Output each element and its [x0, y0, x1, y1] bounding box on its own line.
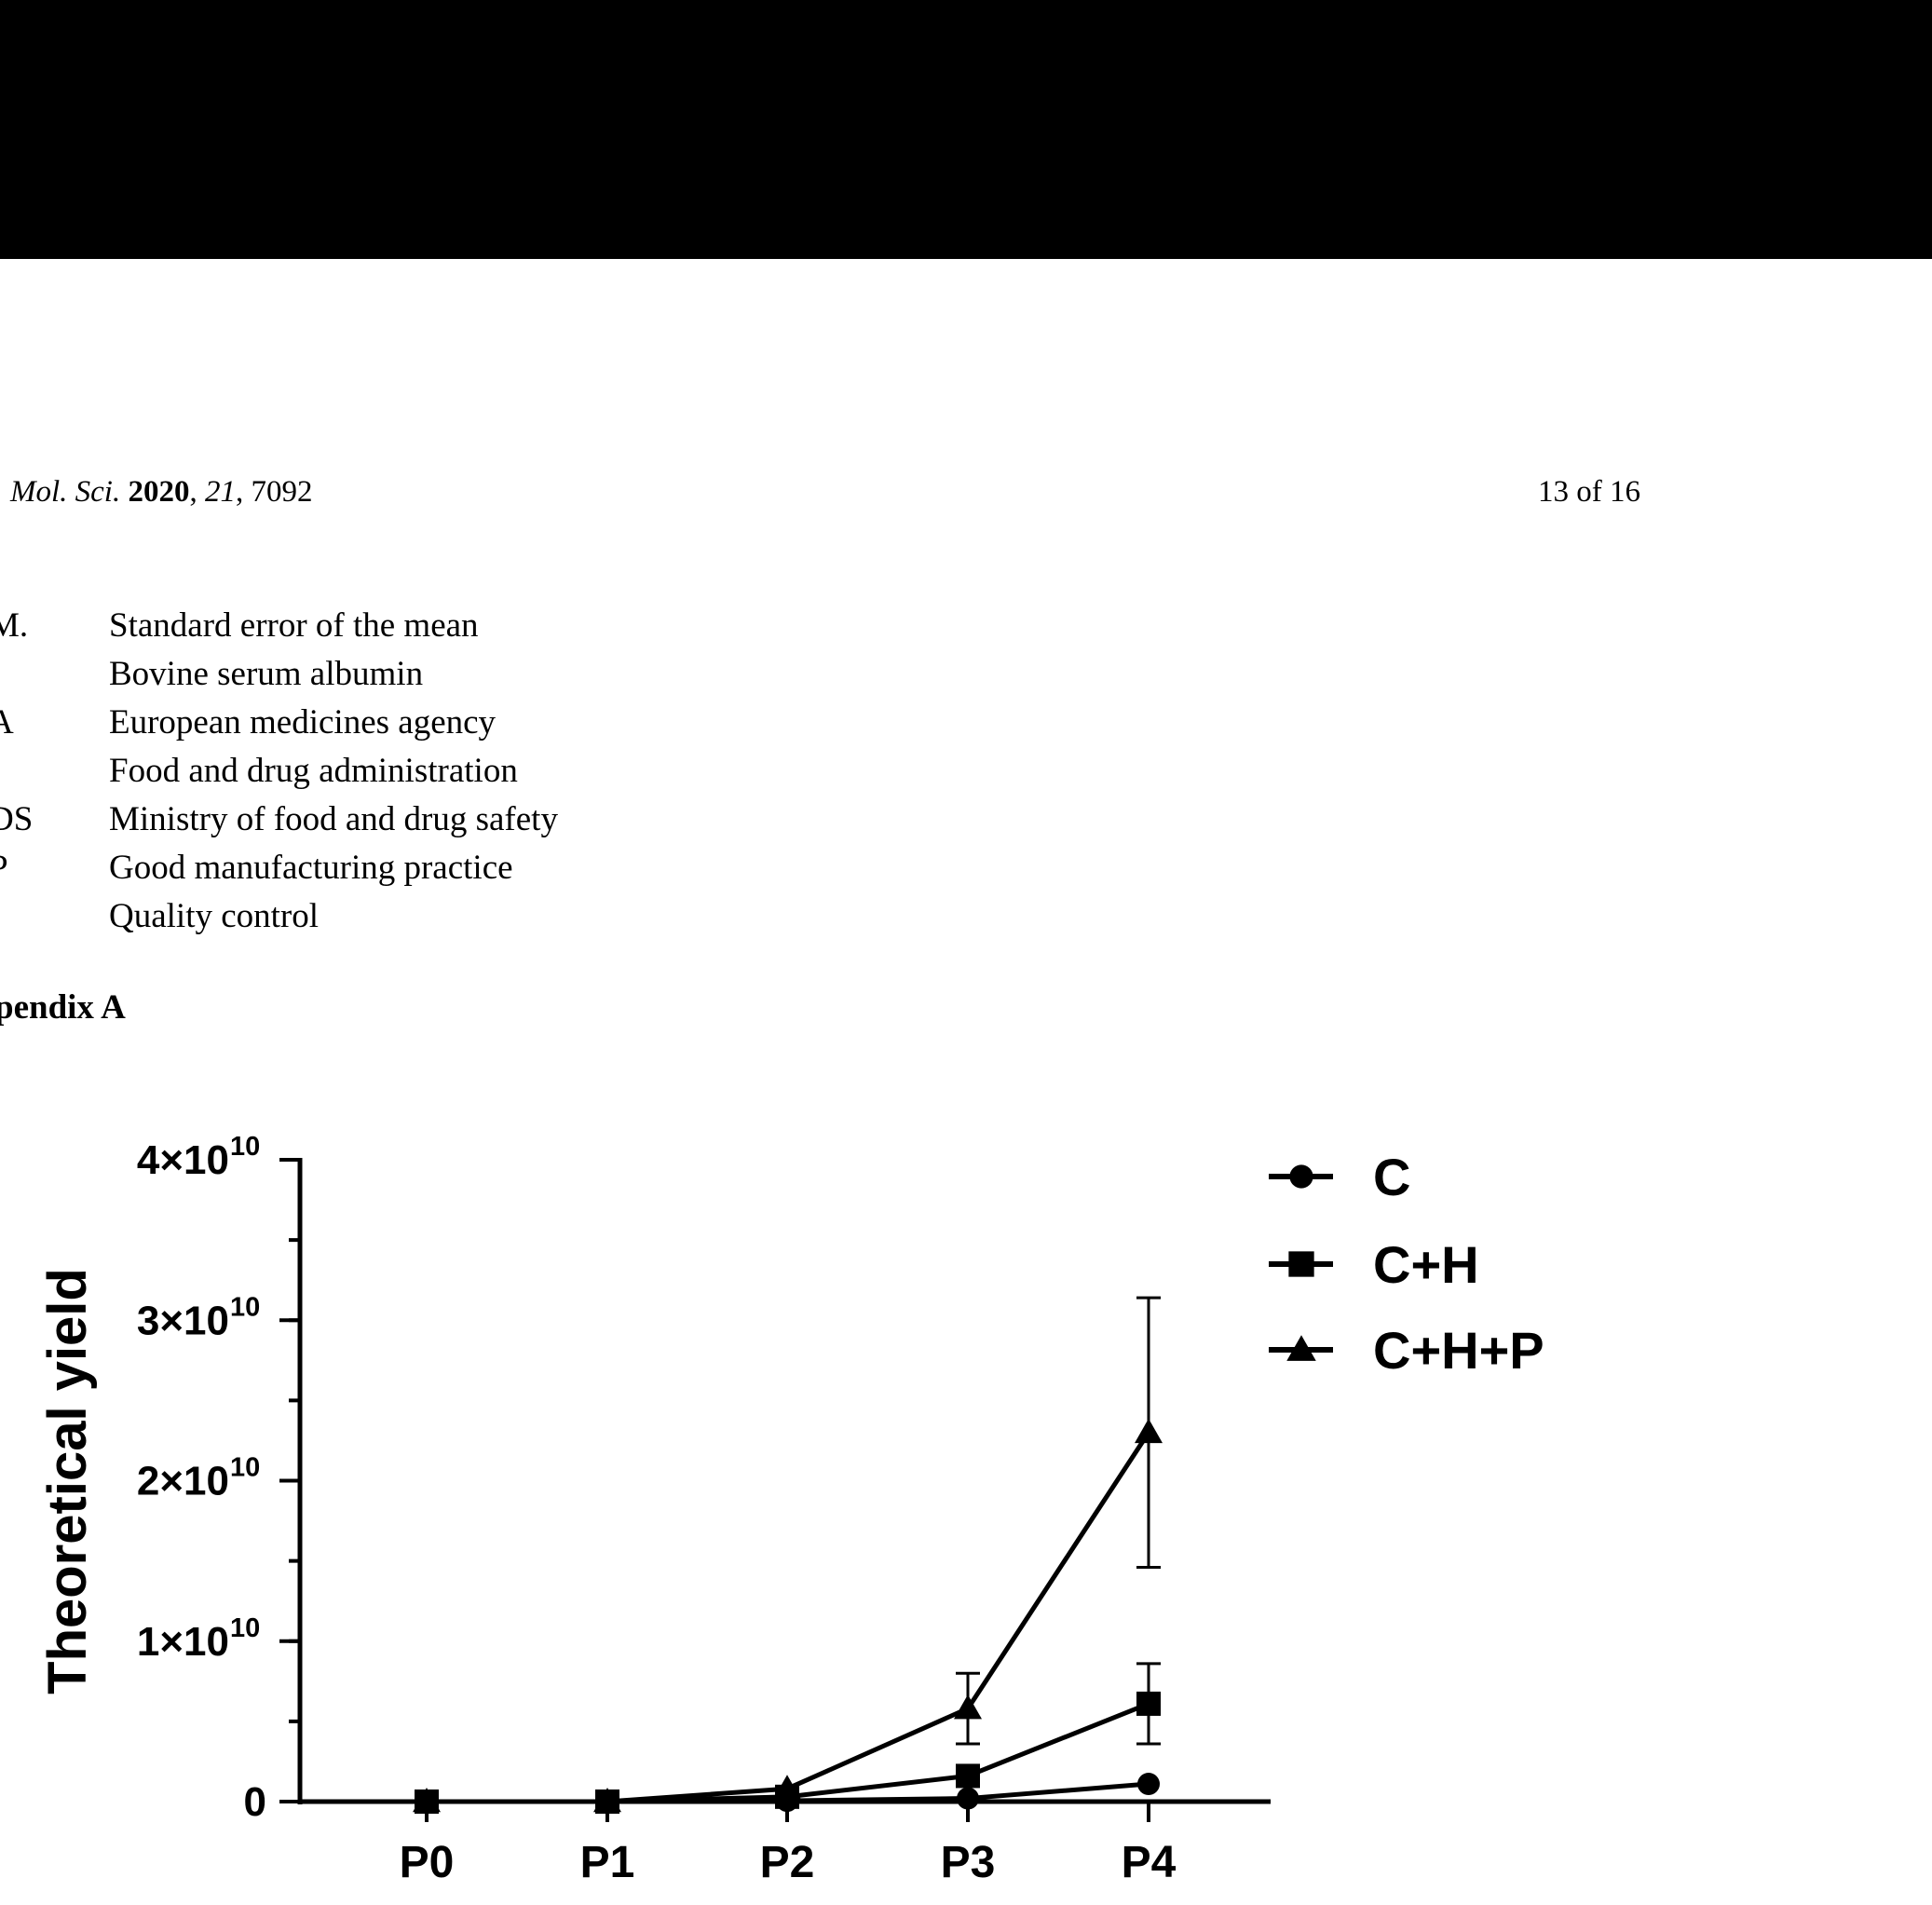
- article-number: 7092: [251, 475, 313, 509]
- series-c-h-p: [413, 1296, 1163, 1813]
- abbreviation-definition: Bovine serum albumin: [109, 655, 424, 693]
- data-point: [956, 1763, 980, 1789]
- x-tick-label: P4: [1122, 1838, 1177, 1887]
- journal-abbreviation: Mol. Sci.: [10, 475, 121, 509]
- data-point: [1136, 1691, 1161, 1716]
- abbreviation-key: P: [0, 844, 8, 892]
- abbreviation-definition: Food and drug administration: [109, 752, 518, 790]
- journal-volume: 21: [204, 475, 236, 509]
- data-point: [1135, 1418, 1163, 1444]
- abbreviation-definition: European medicines agency: [109, 703, 497, 742]
- x-tick-label: P3: [941, 1838, 996, 1887]
- y-tick-label: 1×10: [137, 1619, 229, 1665]
- data-point: [954, 1694, 982, 1720]
- legend-marker: [1289, 1164, 1313, 1189]
- y-tick-exponent: 10: [230, 1132, 260, 1162]
- abbreviation-definition: Standard error of the mean: [109, 606, 479, 645]
- section-heading: pendix A: [0, 988, 126, 1027]
- data-point: [957, 1787, 979, 1810]
- y-tick-exponent: 10: [230, 1613, 260, 1643]
- abbreviation-key: DS: [0, 800, 34, 838]
- data-point: [773, 1775, 801, 1800]
- y-axis-label: Theoretical yield: [37, 1268, 98, 1694]
- data-point: [1137, 1773, 1160, 1796]
- chart-legend: C C+H C+H+P: [1269, 1148, 1544, 1380]
- legend-marker: [1286, 1335, 1316, 1361]
- abbreviation-definition: Ministry of food and drug safety: [109, 800, 558, 838]
- y-tick-label: 2×10: [137, 1459, 229, 1504]
- top-black-band: [0, 0, 1932, 259]
- abbreviation-definition: Good manufacturing practice: [109, 849, 513, 887]
- legend-label: C: [1373, 1148, 1410, 1206]
- x-tick-label: P1: [580, 1838, 635, 1887]
- legend-marker: [1288, 1251, 1314, 1277]
- abbreviation-key: A: [0, 703, 14, 742]
- abbreviation-definition: Quality control: [109, 897, 320, 935]
- y-tick-exponent: 10: [230, 1292, 260, 1322]
- y-tick-label: 3×10: [137, 1298, 229, 1343]
- x-tick-label: P2: [760, 1838, 815, 1887]
- chart-series: [413, 1296, 1163, 1814]
- page-number: 13 of 16: [1538, 475, 1640, 509]
- legend-label: C+H+P: [1373, 1321, 1544, 1380]
- journal-citation: Mol. Sci. 2020, 21, 7092: [10, 475, 313, 509]
- journal-year: 2020: [128, 475, 190, 509]
- legend-label: C+H: [1373, 1235, 1479, 1294]
- x-tick-label: P0: [400, 1838, 455, 1887]
- data-point: [413, 1788, 441, 1813]
- data-point: [593, 1788, 621, 1813]
- y-tick-label: 0: [244, 1779, 266, 1825]
- abbreviation-key: M.: [0, 606, 29, 645]
- y-tick-label: 4×10: [137, 1137, 229, 1183]
- y-tick-exponent: 10: [230, 1453, 260, 1483]
